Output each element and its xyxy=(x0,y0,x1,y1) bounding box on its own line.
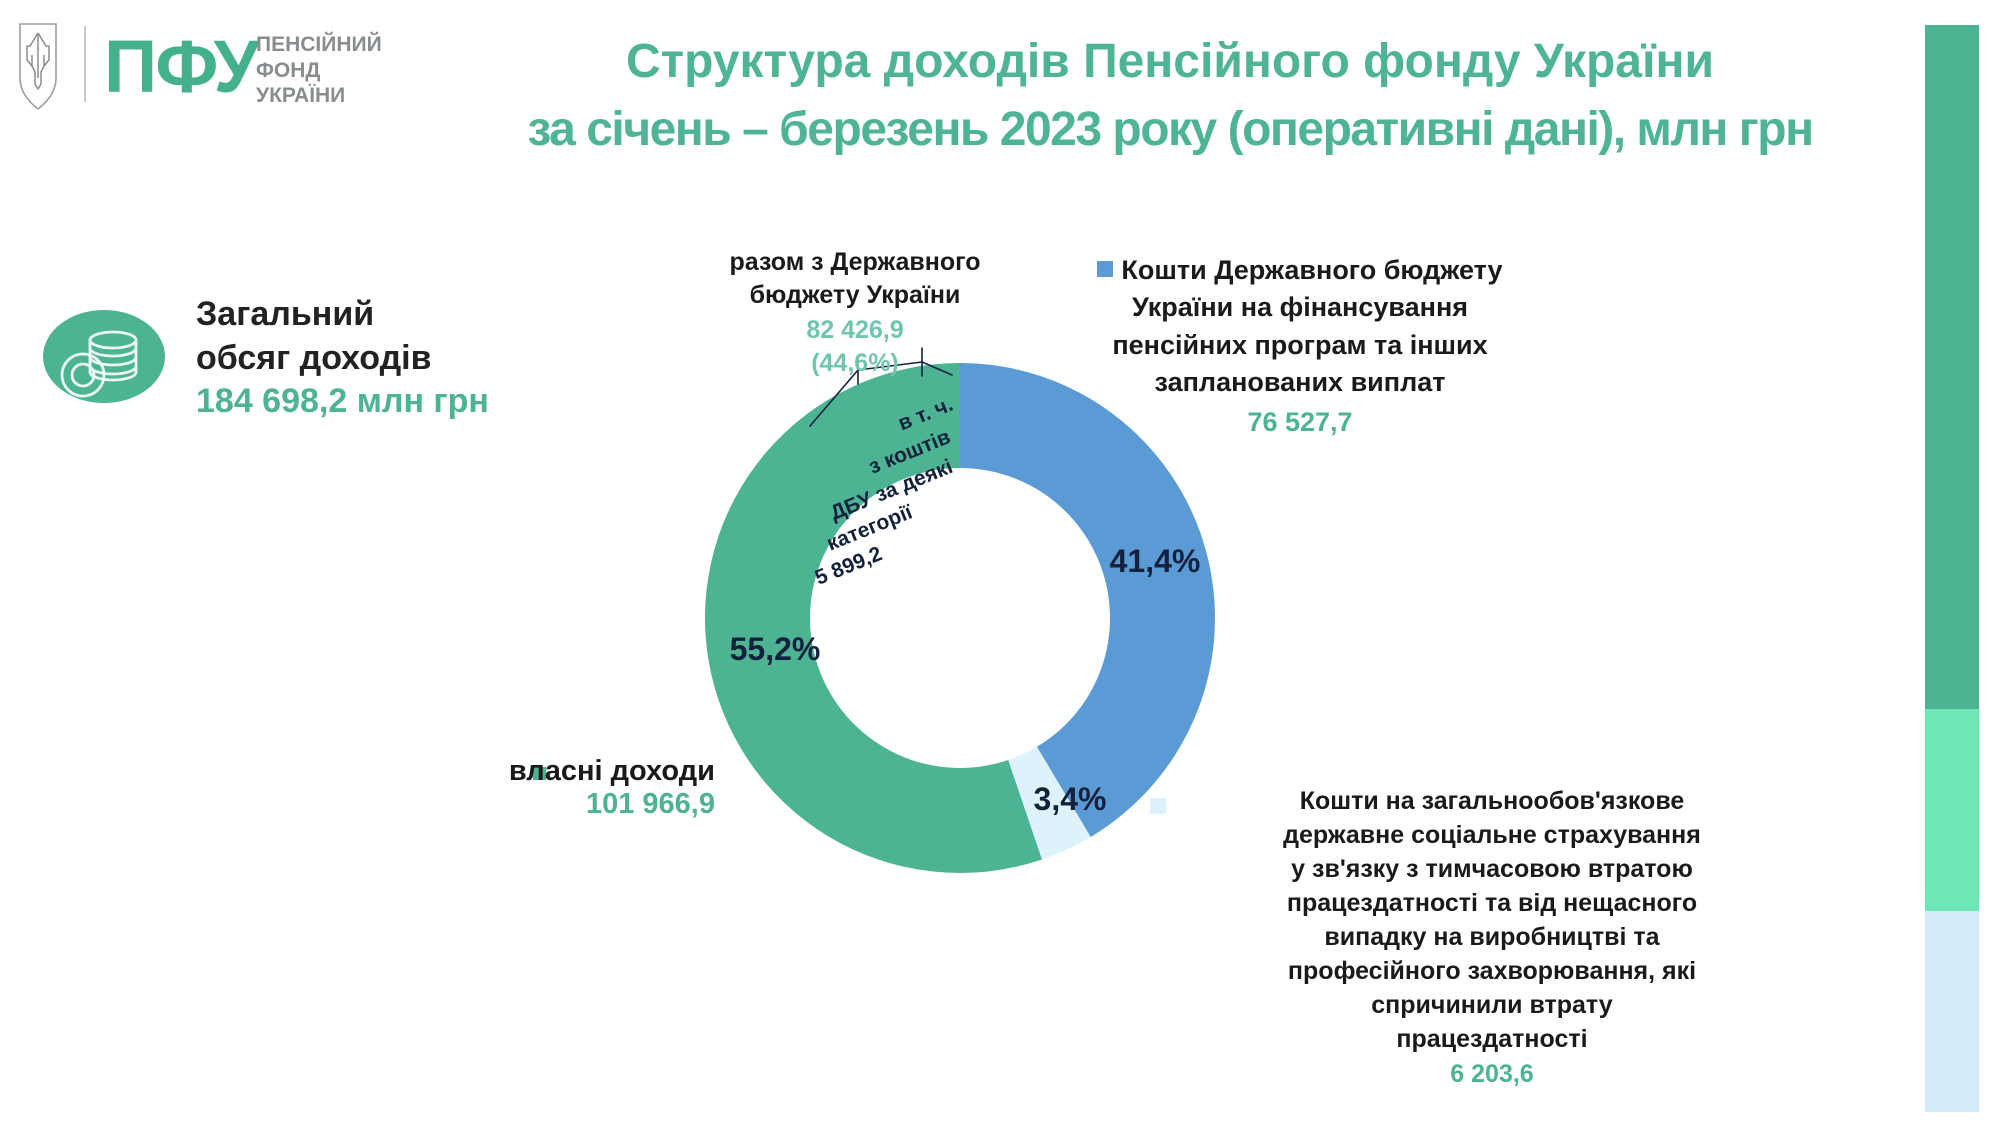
svg-text:41,4%: 41,4% xyxy=(1110,543,1201,579)
svg-text:55,2%: 55,2% xyxy=(730,631,821,667)
svg-text:3,4%: 3,4% xyxy=(1034,781,1107,817)
